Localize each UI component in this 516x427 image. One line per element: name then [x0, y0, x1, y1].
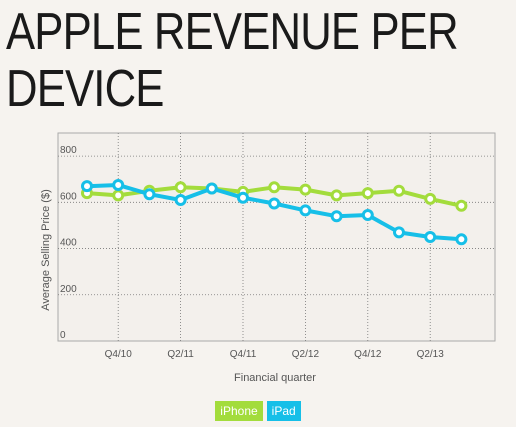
- x-tick-label: Q2/12: [292, 349, 320, 360]
- data-point-iphone: [361, 187, 374, 200]
- data-point-ipad: [330, 210, 343, 223]
- data-point-iphone: [330, 189, 343, 202]
- data-point-ipad: [112, 179, 125, 191]
- data-point-iphone: [299, 183, 312, 196]
- title-line-2: DEVICE: [6, 60, 164, 118]
- data-point-ipad: [424, 231, 437, 243]
- data-point-iphone: [268, 181, 281, 194]
- data-point-ipad: [299, 204, 312, 217]
- data-point-iphone: [174, 181, 187, 194]
- data-point-iphone: [112, 189, 125, 202]
- legend-item-iphone[interactable]: iPhone: [215, 401, 263, 421]
- x-tick-label: Q4/12: [354, 349, 382, 360]
- y-axis-ticks: 0 200 400 600 800: [60, 145, 77, 341]
- data-point-ipad: [174, 194, 187, 207]
- data-point-ipad: [268, 197, 281, 210]
- x-axis-label: Financial quarter: [234, 372, 316, 384]
- title-line-1: APPLE REVENUE PER: [6, 3, 459, 61]
- data-point-iphone: [455, 199, 468, 212]
- x-tick-label: Q2/11: [167, 349, 194, 360]
- data-point-ipad: [361, 209, 374, 222]
- series-group: [81, 179, 468, 246]
- data-point-ipad: [393, 226, 405, 239]
- y-tick-label: 0: [60, 330, 66, 341]
- y-tick-label: 200: [60, 284, 77, 295]
- x-tick-label: Q4/11: [230, 349, 257, 360]
- y-tick-label: 400: [60, 238, 77, 249]
- x-tick-label: Q2/13: [417, 349, 445, 360]
- y-tick-label: 600: [60, 191, 77, 202]
- y-axis-label: Average Selling Price ($): [40, 189, 52, 310]
- grid: [58, 133, 495, 341]
- data-point-iphone: [393, 184, 405, 197]
- page-title: APPLE REVENUE PER DEVICE: [6, 3, 459, 118]
- data-point-ipad: [205, 182, 218, 195]
- x-tick-label: Q4/10: [105, 349, 133, 360]
- data-point-ipad: [81, 180, 93, 193]
- data-point-ipad: [455, 233, 468, 246]
- legend-item-ipad[interactable]: iPad: [266, 401, 301, 421]
- data-point-ipad: [237, 191, 249, 204]
- data-point-iphone: [424, 192, 437, 205]
- data-point-ipad: [143, 188, 156, 201]
- legend: iPhone iPad: [0, 401, 516, 421]
- x-axis-ticks: Q4/10 Q2/11 Q4/11 Q2/12 Q4/12 Q2/13: [105, 349, 445, 360]
- y-tick-label: 800: [60, 145, 77, 156]
